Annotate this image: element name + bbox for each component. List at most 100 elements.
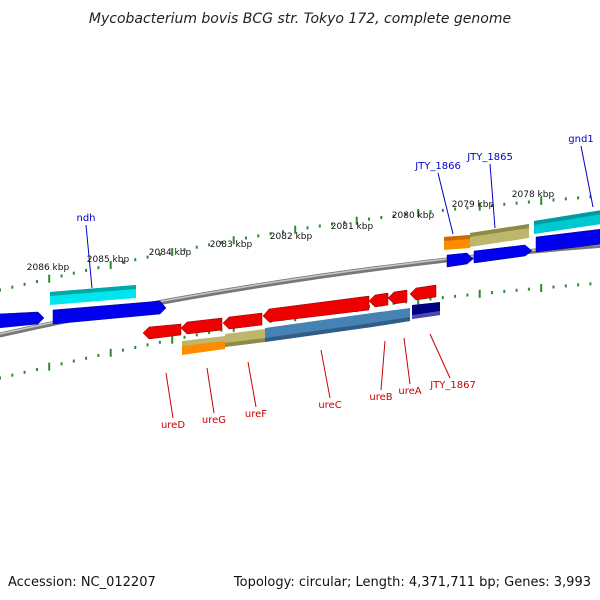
jty-1866-cds-arrow[interactable] bbox=[446, 252, 474, 268]
map-title: Mycobacterium bovis BCG str. Tokyo 172, … bbox=[89, 11, 511, 27]
gene-label-forward[interactable]: JTY_1865 bbox=[466, 152, 513, 163]
upper-ruler-tick bbox=[171, 248, 174, 257]
genome-stats-text: Topology: circular; Length: 4,371,711 bp… bbox=[233, 575, 591, 590]
upper-ruler-tick bbox=[232, 236, 235, 245]
ureb-cds-arrow[interactable] bbox=[368, 292, 389, 308]
upper-ruler-tick bbox=[294, 225, 297, 234]
upper-ruler-tick bbox=[306, 226, 309, 230]
upper-ruler-tick bbox=[35, 280, 38, 284]
lower-ruler-tick bbox=[478, 289, 481, 298]
gene-leader-line bbox=[320, 349, 331, 399]
gene-label-forward[interactable]: JTY_1866 bbox=[414, 161, 461, 172]
lower-ruler-tick bbox=[183, 335, 186, 339]
upper-ruler-tick bbox=[404, 213, 407, 217]
upper-ruler-tick bbox=[527, 200, 530, 204]
ndh-cds-arrow[interactable] bbox=[52, 300, 167, 325]
gene-label-reverse[interactable]: ureD bbox=[161, 420, 185, 431]
lower-ruler-tick bbox=[97, 354, 100, 358]
upper-ruler-tick bbox=[0, 288, 1, 292]
ndh-neighbor-cds-arrow[interactable] bbox=[0, 311, 45, 329]
lower-ruler-tick bbox=[122, 348, 124, 352]
upper-ruler-tick bbox=[23, 282, 26, 286]
gene-label-reverse[interactable]: JTY_1867 bbox=[429, 380, 476, 391]
scale-tick-label: 2083 kbp bbox=[210, 240, 253, 250]
upper-ruler-tick bbox=[269, 232, 272, 236]
gene-label-reverse[interactable]: ureA bbox=[398, 386, 421, 397]
gene-leader-line bbox=[403, 337, 411, 385]
gene-label-forward[interactable]: ndh bbox=[76, 213, 95, 224]
gene-leader-line bbox=[380, 340, 386, 391]
uref-gene-bar-shade bbox=[225, 338, 265, 347]
upper-ruler-tick bbox=[540, 196, 543, 205]
upper-ruler-tick bbox=[97, 266, 100, 270]
upper-ruler-tick bbox=[478, 202, 481, 211]
scale-tick-label: 2086 kbp bbox=[27, 263, 70, 273]
upper-ruler-tick bbox=[589, 195, 592, 199]
upper-ruler-tick bbox=[552, 198, 555, 202]
scale-tick-label: 2080 kbp bbox=[392, 211, 435, 221]
upper-ruler-tick bbox=[417, 209, 420, 218]
jty-1867-cds-arrow[interactable] bbox=[409, 284, 437, 301]
reverse-features bbox=[142, 284, 440, 355]
uref-cds-arrow[interactable] bbox=[222, 312, 263, 330]
gene-label-reverse[interactable]: ureG bbox=[202, 415, 226, 426]
upper-ruler-tick bbox=[11, 285, 14, 289]
accession-text: Accession: NC_012207 bbox=[8, 575, 156, 590]
jty-1865-cds-arrow[interactable] bbox=[473, 244, 533, 264]
lower-ruler-tick bbox=[454, 294, 457, 298]
lower-ruler-tick bbox=[515, 288, 518, 292]
gnd1-cds-arrow[interactable] bbox=[535, 228, 600, 253]
gene-label-forward[interactable]: gnd1 bbox=[568, 134, 593, 145]
ureg-cds-arrow[interactable] bbox=[180, 317, 223, 335]
scale-tick-label: 2081 kbp bbox=[331, 222, 374, 232]
scale-tick-label: 2079 kbp bbox=[452, 200, 495, 210]
gene-label-reverse[interactable]: ureC bbox=[318, 400, 341, 411]
lower-ruler-tick bbox=[208, 330, 211, 334]
lower-ruler-tick bbox=[35, 367, 38, 371]
scale-tick-label: 2078 kbp bbox=[512, 190, 555, 200]
lower-ruler-tick bbox=[540, 284, 543, 293]
gene-label-reverse[interactable]: ureF bbox=[245, 409, 267, 420]
lower-ruler-tick bbox=[134, 345, 137, 349]
gene-label-reverse[interactable]: ureB bbox=[369, 392, 392, 403]
jty-1867-gene-bar-shade bbox=[412, 311, 440, 319]
upper-ruler-tick bbox=[245, 236, 247, 240]
upper-ruler-tick bbox=[72, 271, 75, 275]
forward-features bbox=[0, 210, 600, 329]
gene-leader-line bbox=[247, 361, 257, 408]
lower-ruler-tick bbox=[109, 348, 112, 357]
upper-ruler-tick bbox=[85, 268, 88, 272]
upper-ruler-tick bbox=[429, 210, 432, 214]
gene-leader-line bbox=[437, 172, 454, 235]
lower-ruler-tick bbox=[589, 282, 592, 286]
upper-ruler-tick bbox=[48, 274, 51, 283]
lower-ruler-tick bbox=[441, 296, 444, 300]
upper-ruler-tick bbox=[257, 234, 260, 238]
lower-ruler-tick bbox=[491, 291, 493, 295]
lower-ruler-tick bbox=[577, 283, 580, 287]
lower-ruler-tick bbox=[466, 293, 469, 297]
upper-ruler-tick bbox=[331, 222, 334, 226]
jty-1865-gene-bar-top bbox=[470, 224, 529, 237]
lower-ruler-tick bbox=[0, 376, 1, 380]
upper-ruler-tick bbox=[454, 207, 457, 211]
urec-gene-bar-shade bbox=[265, 323, 372, 342]
upper-ruler-tick bbox=[466, 206, 469, 210]
upper-ruler-tick bbox=[441, 208, 444, 212]
lower-ruler-tick bbox=[11, 373, 14, 377]
jty-1866-gene-bar-top bbox=[444, 235, 470, 241]
ured-cds-arrow[interactable] bbox=[142, 323, 182, 340]
upper-ruler-tick bbox=[183, 248, 186, 252]
reverse-gene-labels: ureD ureG ureF ureC ureB ureA JTY_1867 bbox=[161, 333, 476, 431]
upper-ruler-tick bbox=[60, 274, 63, 278]
upper-ruler-tick bbox=[380, 216, 383, 220]
upper-ruler-tick bbox=[318, 224, 321, 228]
gene-leader-line bbox=[580, 145, 594, 208]
urea-cds-arrow[interactable] bbox=[387, 289, 408, 305]
upper-ruler-tick bbox=[281, 230, 284, 234]
scale-tick-label: 2082 kbp bbox=[270, 232, 313, 242]
urec-cds-arrow[interactable] bbox=[262, 295, 370, 323]
lower-ruler-tick bbox=[527, 287, 530, 291]
upper-ruler-tick bbox=[564, 197, 567, 201]
gene-leader-line bbox=[429, 333, 451, 379]
